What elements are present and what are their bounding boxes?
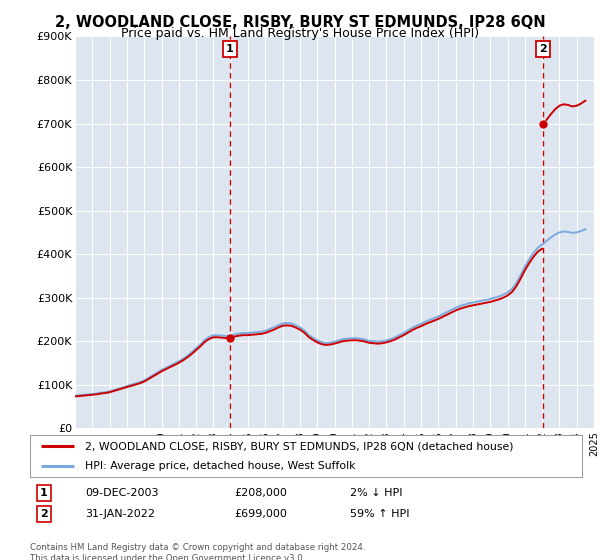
Text: £208,000: £208,000 (234, 488, 287, 498)
Text: Contains HM Land Registry data © Crown copyright and database right 2024.
This d: Contains HM Land Registry data © Crown c… (30, 543, 365, 560)
Text: 2, WOODLAND CLOSE, RISBY, BURY ST EDMUNDS, IP28 6QN: 2, WOODLAND CLOSE, RISBY, BURY ST EDMUND… (55, 15, 545, 30)
Text: 2, WOODLAND CLOSE, RISBY, BURY ST EDMUNDS, IP28 6QN (detached house): 2, WOODLAND CLOSE, RISBY, BURY ST EDMUND… (85, 441, 514, 451)
Text: 31-JAN-2022: 31-JAN-2022 (85, 509, 155, 519)
Text: 2: 2 (539, 44, 547, 54)
Text: HPI: Average price, detached house, West Suffolk: HPI: Average price, detached house, West… (85, 461, 356, 472)
Text: £699,000: £699,000 (234, 509, 287, 519)
Text: 2: 2 (40, 509, 47, 519)
Text: 1: 1 (40, 488, 47, 498)
Text: 1: 1 (226, 44, 233, 54)
Text: 2% ↓ HPI: 2% ↓ HPI (350, 488, 403, 498)
Text: Price paid vs. HM Land Registry's House Price Index (HPI): Price paid vs. HM Land Registry's House … (121, 27, 479, 40)
Text: 09-DEC-2003: 09-DEC-2003 (85, 488, 158, 498)
Text: 59% ↑ HPI: 59% ↑ HPI (350, 509, 410, 519)
